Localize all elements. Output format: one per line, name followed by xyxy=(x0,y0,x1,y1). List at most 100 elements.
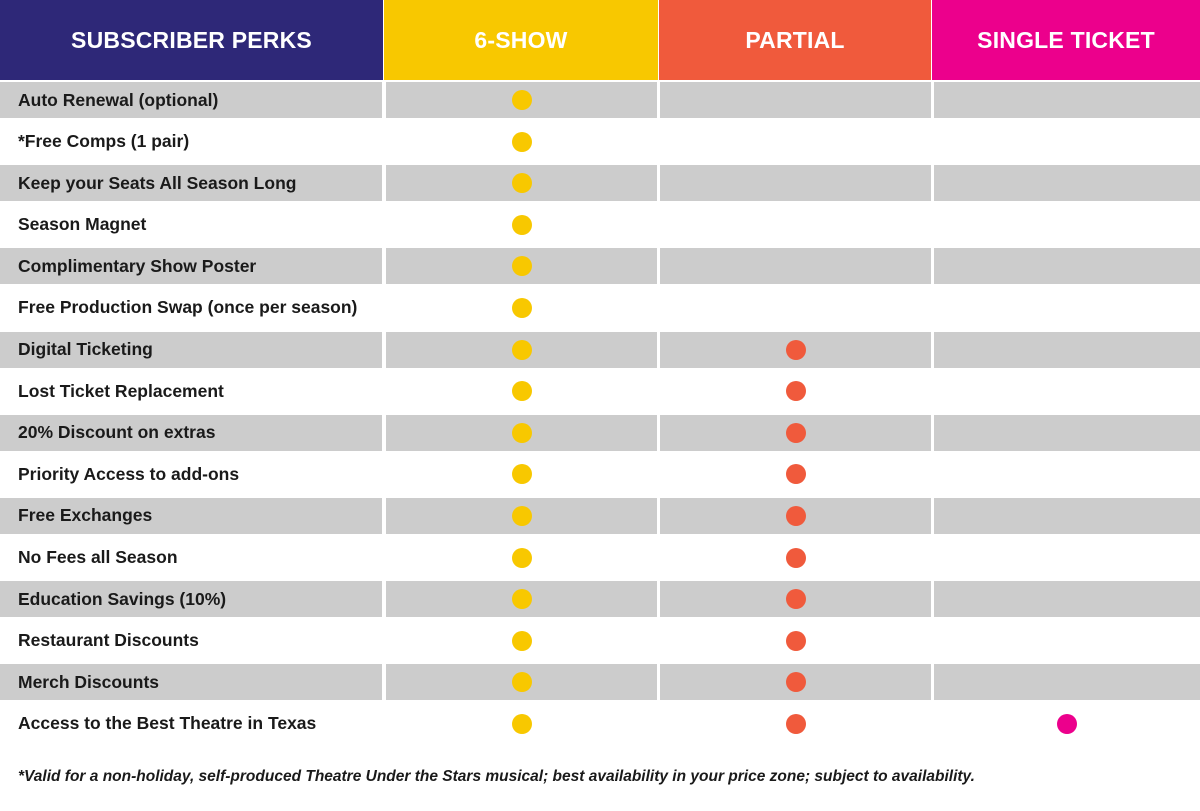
partial-included-dot-icon xyxy=(785,422,806,443)
partial-included-dot-icon xyxy=(785,672,806,693)
partial-cell xyxy=(660,497,931,534)
table-row: Season Magnet xyxy=(0,207,1200,243)
perk-label: Merch Discounts xyxy=(0,664,382,701)
perk-label: Restaurant Discounts xyxy=(18,630,199,651)
partial-cell xyxy=(660,581,931,618)
single-ticket-cell xyxy=(934,664,1200,701)
perk-label: *Free Comps (1 pair) xyxy=(18,131,190,152)
perk-label: Priority Access to add-ons xyxy=(18,463,240,484)
single-ticket-cell xyxy=(934,706,1200,742)
table-row: Keep your Seats All Season Long xyxy=(0,165,1200,202)
partial-included-dot-icon xyxy=(785,464,806,485)
six-show-cell xyxy=(386,540,657,576)
table-row: Digital Ticketing xyxy=(0,331,1200,368)
six-show-included-dot-icon xyxy=(511,381,532,402)
table-row: Free Exchanges xyxy=(0,497,1200,534)
perk-label: Lost Ticket Replacement xyxy=(18,380,224,401)
perk-label: Keep your Seats All Season Long xyxy=(0,165,382,202)
six-show-included-dot-icon xyxy=(511,589,532,610)
six-show-included-dot-icon xyxy=(511,173,532,194)
six-show-included-dot-icon xyxy=(511,505,532,526)
perk-label: Complimentary Show Poster xyxy=(0,248,382,285)
partial-cell xyxy=(660,165,931,202)
table-row: Restaurant Discounts xyxy=(0,623,1200,659)
single-ticket-cell xyxy=(934,581,1200,618)
partial-cell xyxy=(660,331,931,368)
six-show-included-dot-icon xyxy=(511,297,532,318)
six-show-cell xyxy=(386,290,657,326)
table-row: Complimentary Show Poster xyxy=(0,248,1200,285)
perk-label: 20% Discount on extras xyxy=(0,414,382,451)
partial-cell xyxy=(660,456,931,492)
table-row: 20% Discount on extras xyxy=(0,414,1200,451)
partial-included-dot-icon xyxy=(785,630,806,651)
perk-label: Education Savings (10%) xyxy=(0,581,382,618)
single-ticket-cell xyxy=(934,414,1200,451)
partial-cell xyxy=(660,82,931,118)
six-show-included-dot-icon xyxy=(511,214,532,235)
perk-label: Season Magnet xyxy=(18,214,147,235)
single-ticket-cell xyxy=(934,497,1200,534)
partial-cell xyxy=(660,207,931,243)
six-show-cell xyxy=(386,82,657,118)
single-ticket-cell xyxy=(934,540,1200,576)
table-row: Education Savings (10%) xyxy=(0,581,1200,618)
partial-cell xyxy=(660,540,931,576)
six-show-cell xyxy=(386,248,657,285)
partial-cell xyxy=(660,664,931,701)
partial-cell xyxy=(660,414,931,451)
partial-cell xyxy=(660,623,931,659)
perks-table-body: Auto Renewal (optional) *Free Comps (1 pa… xyxy=(0,82,1200,748)
six-show-cell xyxy=(386,331,657,368)
partial-cell xyxy=(660,248,931,285)
table-row: No Fees all Season xyxy=(0,540,1200,576)
perk-label: Free Exchanges xyxy=(0,497,382,534)
six-show-included-dot-icon xyxy=(511,90,532,110)
single-ticket-cell xyxy=(934,124,1200,160)
table-header: SUBSCRIBER PERKS 6-SHOW PARTIAL SINGLE T… xyxy=(0,0,1200,80)
partial-included-dot-icon xyxy=(785,713,806,734)
six-show-cell xyxy=(386,456,657,492)
single-ticket-cell xyxy=(934,373,1200,409)
footnote: *Valid for a non-holiday, self-produced … xyxy=(18,768,975,785)
six-show-cell xyxy=(386,373,657,409)
perk-label: Free Production Swap (once per season) xyxy=(18,297,358,318)
partial-included-dot-icon xyxy=(785,339,806,360)
six-show-cell xyxy=(386,207,657,243)
six-show-included-dot-icon xyxy=(511,672,532,693)
single-ticket-included-dot-icon xyxy=(1057,713,1077,734)
six-show-cell xyxy=(386,414,657,451)
single-ticket-cell xyxy=(934,207,1200,243)
header-6-show: 6-SHOW xyxy=(384,0,658,80)
partial-included-dot-icon xyxy=(785,547,806,568)
single-ticket-cell xyxy=(934,290,1200,326)
six-show-cell xyxy=(386,706,657,742)
six-show-included-dot-icon xyxy=(511,630,532,651)
partial-cell xyxy=(660,706,931,742)
header-partial: PARTIAL xyxy=(659,0,931,80)
single-ticket-cell xyxy=(934,248,1200,285)
six-show-cell xyxy=(386,497,657,534)
six-show-included-dot-icon xyxy=(511,131,532,152)
six-show-cell xyxy=(386,581,657,618)
header-subscriber-perks: SUBSCRIBER PERKS xyxy=(0,0,383,80)
six-show-included-dot-icon xyxy=(511,339,532,360)
table-row: Free Production Swap (once per season) xyxy=(0,290,1200,326)
perk-label: Access to the Best Theatre in Texas xyxy=(18,713,317,734)
six-show-included-dot-icon xyxy=(511,422,532,443)
partial-included-dot-icon xyxy=(785,505,806,526)
perk-label: Auto Renewal (optional) xyxy=(0,82,382,118)
table-row: Priority Access to add-ons xyxy=(0,456,1200,492)
six-show-cell xyxy=(386,664,657,701)
six-show-included-dot-icon xyxy=(511,547,532,568)
table-row: Access to the Best Theatre in Texas xyxy=(0,706,1200,742)
single-ticket-cell xyxy=(934,456,1200,492)
single-ticket-cell xyxy=(934,623,1200,659)
header-single-ticket: SINGLE TICKET xyxy=(932,0,1200,80)
table-row: Lost Ticket Replacement xyxy=(0,373,1200,409)
six-show-cell xyxy=(386,165,657,202)
six-show-included-dot-icon xyxy=(511,464,532,485)
partial-cell xyxy=(660,124,931,160)
single-ticket-cell xyxy=(934,331,1200,368)
six-show-included-dot-icon xyxy=(511,713,532,734)
